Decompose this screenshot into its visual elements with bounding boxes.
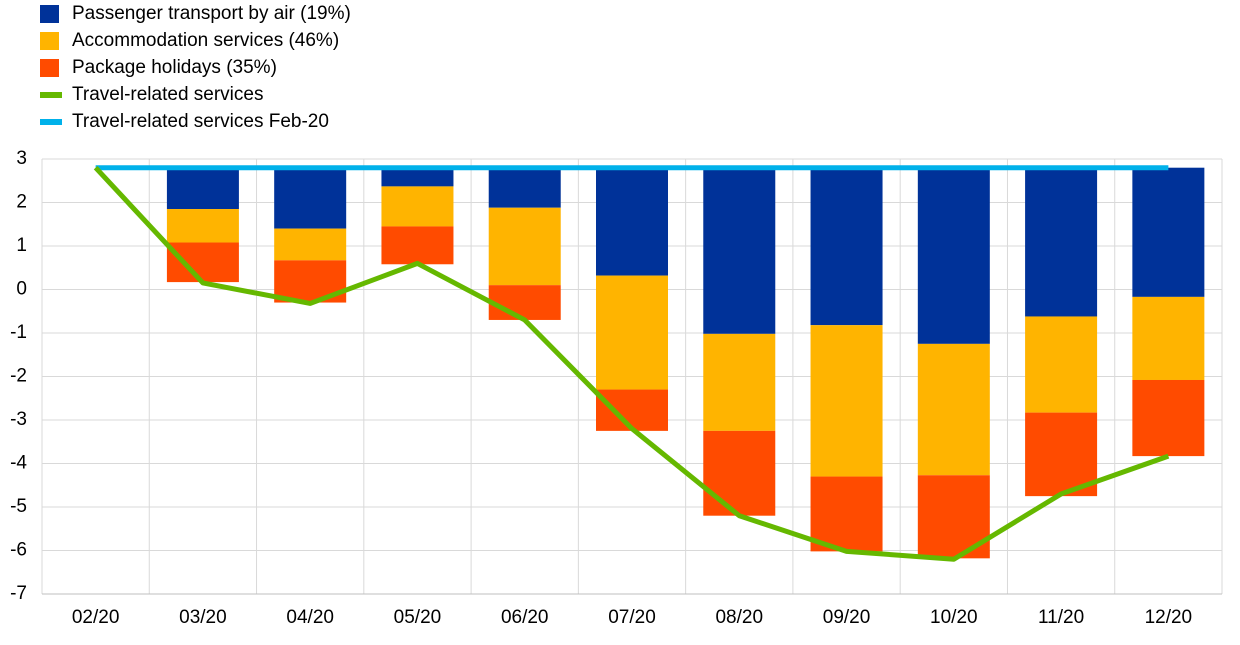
y-tick-label: -3 [10,409,27,430]
y-tick-label: 0 [16,279,27,300]
legend-label: Package holidays (35%) [72,57,277,78]
legend-label: Travel-related services [72,84,263,105]
legend-swatch [40,5,59,23]
bar-segment [596,167,668,276]
bar-segment [810,167,883,326]
legend-swatch [40,59,59,77]
line-series [93,165,1170,562]
bar-segment [381,226,454,265]
bar-segment [381,186,454,227]
x-tick-label: 04/20 [286,607,334,628]
y-tick-label: -5 [10,496,27,517]
bar-segment [810,325,883,477]
x-tick-label: 03/20 [179,607,227,628]
bar-segment [1025,167,1098,317]
x-tick-label: 09/20 [823,607,871,628]
legend-label: Travel-related services Feb-20 [72,111,329,132]
legend-swatch [40,32,59,50]
bar-segment [917,343,990,476]
y-tick-label: -6 [10,540,27,561]
x-tick-label: 06/20 [501,607,549,628]
y-tick-label: -7 [10,583,27,604]
legend-label: Accommodation services (46%) [72,30,339,51]
bar-segment [1025,316,1098,413]
bar-segment [703,333,776,431]
bar-segment [917,167,990,344]
y-tick-label: 3 [16,148,27,169]
bar-segment [1132,167,1205,297]
x-tick-label: 11/20 [1038,607,1084,628]
bar-segment [596,275,668,390]
y-tick-label: -2 [10,366,27,387]
bar-segment [1132,296,1205,380]
bar-segment [1132,379,1205,457]
x-tick-label: 12/20 [1145,607,1193,628]
bar-segment [703,430,776,516]
bar-segment [488,207,561,286]
bar-segment [166,242,239,283]
x-tick-label: 07/20 [608,607,656,628]
bar-segment [596,389,668,431]
bar-segment [1025,412,1098,497]
y-tick-label: 2 [16,192,27,213]
x-tick-label: 05/20 [394,607,442,628]
x-tick-label: 02/20 [72,607,120,628]
bar-segment [166,209,239,243]
bar-segment [166,167,239,210]
x-tick-label: 10/20 [930,607,978,628]
bar-segment [488,167,561,208]
y-tick-label: 1 [16,235,27,256]
x-tick-label: 08/20 [715,607,763,628]
y-tick-label: -1 [10,322,27,343]
y-tick-label: -4 [10,453,27,474]
bar-segment [274,228,347,261]
bar-segment [703,167,776,334]
bar-segment [381,167,454,187]
bar-segment [810,476,883,552]
bar-segment [274,167,347,229]
bar-segment [488,285,561,320]
legend-label: Passenger transport by air (19%) [72,3,351,24]
